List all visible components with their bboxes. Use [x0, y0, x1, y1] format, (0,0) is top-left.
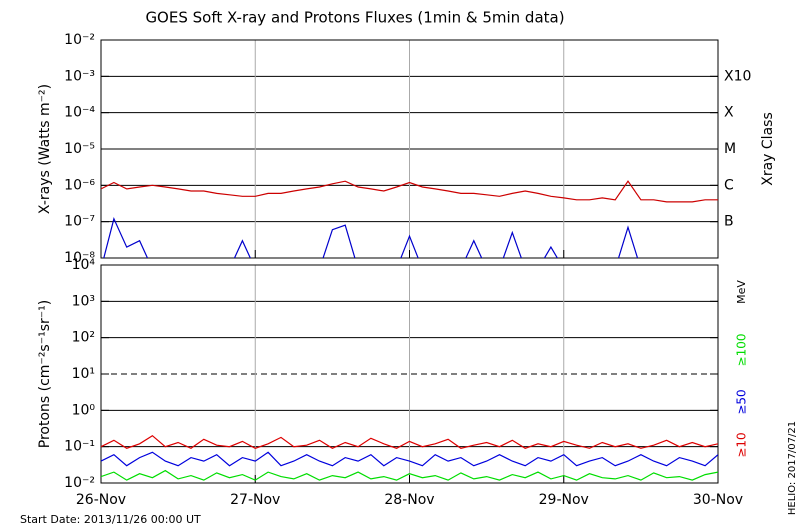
x-tick-label: 29-Nov	[539, 492, 589, 508]
x-tick-label: 28-Nov	[384, 492, 434, 508]
class-label: M	[724, 141, 736, 157]
y-tick-label: 10⁻⁶	[64, 177, 95, 193]
y-tick-label: 10¹	[72, 366, 95, 382]
y-tick-label: 10⁴	[72, 257, 96, 273]
right-axis-title: Xray Class	[760, 112, 776, 186]
plot-frame	[100, 264, 719, 484]
y-tick-label: 10⁻³	[64, 68, 95, 84]
legend-label: ≥50	[735, 389, 749, 414]
series-line	[103, 216, 639, 258]
series-line	[101, 469, 718, 481]
y-tick-label: 10⁻⁸	[64, 250, 95, 266]
y-axis-title: X-rays (Watts m⁻²)	[37, 84, 53, 214]
y-tick-label: 10⁰	[72, 402, 96, 418]
credit: HELIO: 2017/07/21	[787, 421, 798, 515]
x-tick-label: 30-Nov	[693, 492, 743, 508]
y-tick-label: 10³	[72, 293, 95, 309]
y-tick-label: 10²	[72, 330, 95, 346]
class-label: X	[724, 105, 734, 121]
series-line	[101, 451, 718, 467]
class-label: X10	[724, 68, 751, 84]
legend-label: ≥100	[735, 334, 749, 367]
right-axis-title: MeV	[735, 280, 748, 304]
legend-label: ≥10	[735, 432, 749, 457]
plot-frame	[100, 39, 719, 259]
y-tick-label: 10⁻⁷	[64, 214, 95, 230]
x-tick-label: 27-Nov	[230, 492, 280, 508]
y-tick-label: 10⁻²	[64, 32, 95, 48]
y-axis-title: Protons (cm⁻²s⁻¹sr⁻¹)	[37, 300, 53, 449]
class-label: C	[724, 177, 734, 193]
class-label: B	[724, 214, 734, 230]
y-tick-label: 10⁻²	[64, 475, 95, 491]
series-line	[101, 180, 718, 203]
series-line	[101, 434, 718, 449]
x-tick-label: 26-Nov	[76, 492, 126, 508]
y-tick-label: 10⁻¹	[64, 439, 95, 455]
y-tick-label: 10⁻⁴	[64, 105, 95, 121]
y-tick-label: 10⁻⁵	[64, 141, 95, 157]
start-date: Start Date: 2013/11/26 00:00 UT	[20, 513, 201, 526]
chart-title: GOES Soft X-ray and Protons Fluxes (1min…	[145, 9, 564, 27]
